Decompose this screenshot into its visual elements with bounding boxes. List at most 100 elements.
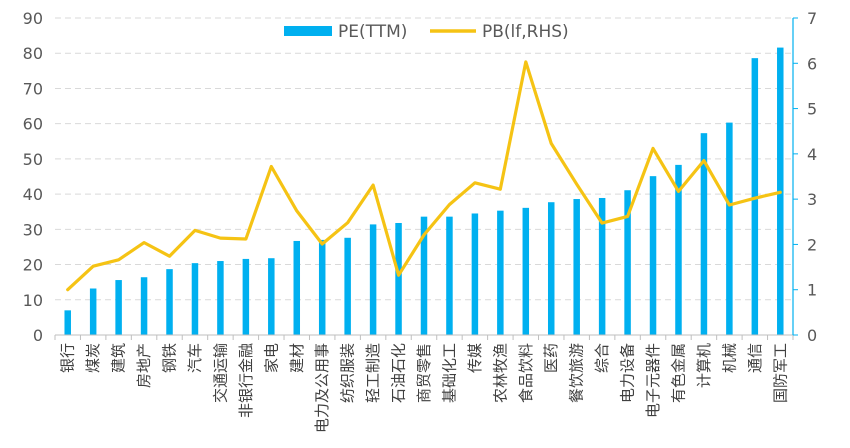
pe-bar	[268, 258, 275, 335]
pe-bar	[547, 202, 555, 335]
pb-point	[219, 236, 222, 240]
category-label: 基础化工	[440, 343, 458, 403]
pe-bar	[369, 224, 377, 335]
pb-point	[142, 241, 146, 244]
pe-bar	[140, 277, 148, 335]
pb-point	[295, 209, 298, 213]
y-tick-label: 50	[23, 150, 43, 169]
left-axis-ticks: 0 10 20 30 40 50 60 70 80 90	[23, 9, 43, 345]
y-tick-label: 0	[33, 326, 43, 345]
category-label: 交通运输	[211, 343, 229, 403]
pe-bar	[420, 216, 428, 335]
category-label: 计算机	[695, 343, 713, 388]
category-label: 建材	[288, 343, 306, 373]
pb-point	[702, 159, 706, 162]
category-label: 电力设备	[619, 343, 637, 403]
pb-point	[117, 258, 120, 262]
pe-bar	[497, 210, 504, 335]
category-label: 轻工制造	[364, 343, 382, 403]
pe-bar	[675, 164, 682, 335]
pe-bar	[598, 197, 606, 335]
category-label: 传媒	[466, 343, 484, 373]
y-tick-label: 30	[23, 220, 43, 239]
pb-point	[753, 197, 757, 200]
pb-point	[193, 229, 197, 232]
category-label: 非银行金融	[237, 343, 255, 418]
category-label: 商贸零售	[415, 343, 433, 403]
category-label: 家电	[262, 343, 280, 373]
category-label: 石油石化	[390, 343, 408, 403]
pe-bars	[64, 47, 784, 336]
pb-point	[66, 288, 69, 291]
pe-bar	[242, 258, 250, 335]
pe-bar	[89, 288, 97, 335]
legend-swatch-pe	[284, 26, 332, 36]
pe-bar	[649, 176, 657, 335]
pe-bar	[293, 240, 301, 335]
category-label: 建筑	[110, 343, 128, 373]
pb-point	[600, 221, 604, 225]
pb-point	[626, 215, 629, 218]
right-axis-ticks: 0 1 2 3 4 5 6 7	[793, 9, 817, 345]
pe-bar	[191, 263, 199, 335]
pb-point	[550, 142, 553, 145]
y2-tick-label: 1	[807, 281, 817, 300]
category-label: 农林牧渔	[491, 343, 509, 403]
pb-line	[66, 60, 782, 292]
pe-bar	[726, 122, 733, 335]
gridlines	[55, 17, 793, 301]
y-tick-label: 60	[23, 115, 43, 134]
pb-point	[779, 191, 782, 194]
category-label: 国防军工	[771, 343, 789, 403]
pb-point	[524, 60, 527, 64]
pe-bar	[700, 133, 708, 335]
pb-point	[168, 255, 171, 258]
y2-tick-label: 0	[807, 326, 817, 345]
pb-point	[575, 182, 578, 186]
y-tick-label: 70	[23, 79, 43, 98]
pe-bar	[166, 269, 173, 335]
pb-point	[422, 233, 426, 237]
pb-point	[677, 190, 680, 193]
pe-bar	[446, 216, 453, 335]
pe-bar	[522, 207, 530, 335]
pe-bar	[115, 280, 122, 335]
pe-bar	[217, 261, 224, 335]
category-label: 综合	[593, 343, 611, 373]
pb-point	[651, 147, 655, 150]
pe-bar	[573, 199, 580, 335]
pb-point	[346, 221, 349, 224]
legend-label-pe: PE(TTM)	[338, 22, 407, 42]
category-labels: 银行 煤炭 建筑 房地产 钢铁 汽车 交通运输 非银行金融 家电 建材 电力及公用事 纺织服装 轻工制造…	[59, 343, 790, 433]
category-label: 汽车	[186, 343, 204, 373]
y-tick-label: 90	[23, 9, 43, 28]
category-label: 房地产	[135, 343, 153, 388]
y-tick-label: 40	[23, 185, 43, 204]
pb-point	[371, 183, 375, 187]
category-label: 医药	[542, 343, 560, 373]
pb-point	[270, 165, 273, 168]
category-label: 餐饮旅游	[568, 343, 586, 403]
category-label: 电子元器件	[644, 343, 662, 418]
pb-point	[397, 274, 400, 277]
pe-bar	[395, 222, 402, 335]
category-label: 纺织服装	[339, 343, 357, 403]
pb-point	[448, 203, 451, 206]
pe-bar	[318, 239, 326, 335]
category-label: 钢铁	[161, 343, 179, 373]
pb-point	[473, 181, 477, 185]
pe-bar	[624, 190, 631, 335]
y-tick-label: 20	[23, 256, 43, 275]
pe-bar	[344, 237, 351, 335]
y2-tick-label: 5	[807, 100, 817, 119]
pb-point	[244, 237, 248, 241]
category-label: 煤炭	[84, 343, 102, 373]
pb-point	[91, 264, 95, 268]
category-label: 机械	[720, 343, 738, 373]
y-tick-label: 10	[23, 291, 43, 310]
y2-tick-label: 3	[807, 190, 817, 209]
category-label: 食品饮料	[517, 343, 535, 403]
y2-tick-label: 6	[807, 54, 817, 73]
category-label: 电力及公用事	[313, 343, 331, 433]
